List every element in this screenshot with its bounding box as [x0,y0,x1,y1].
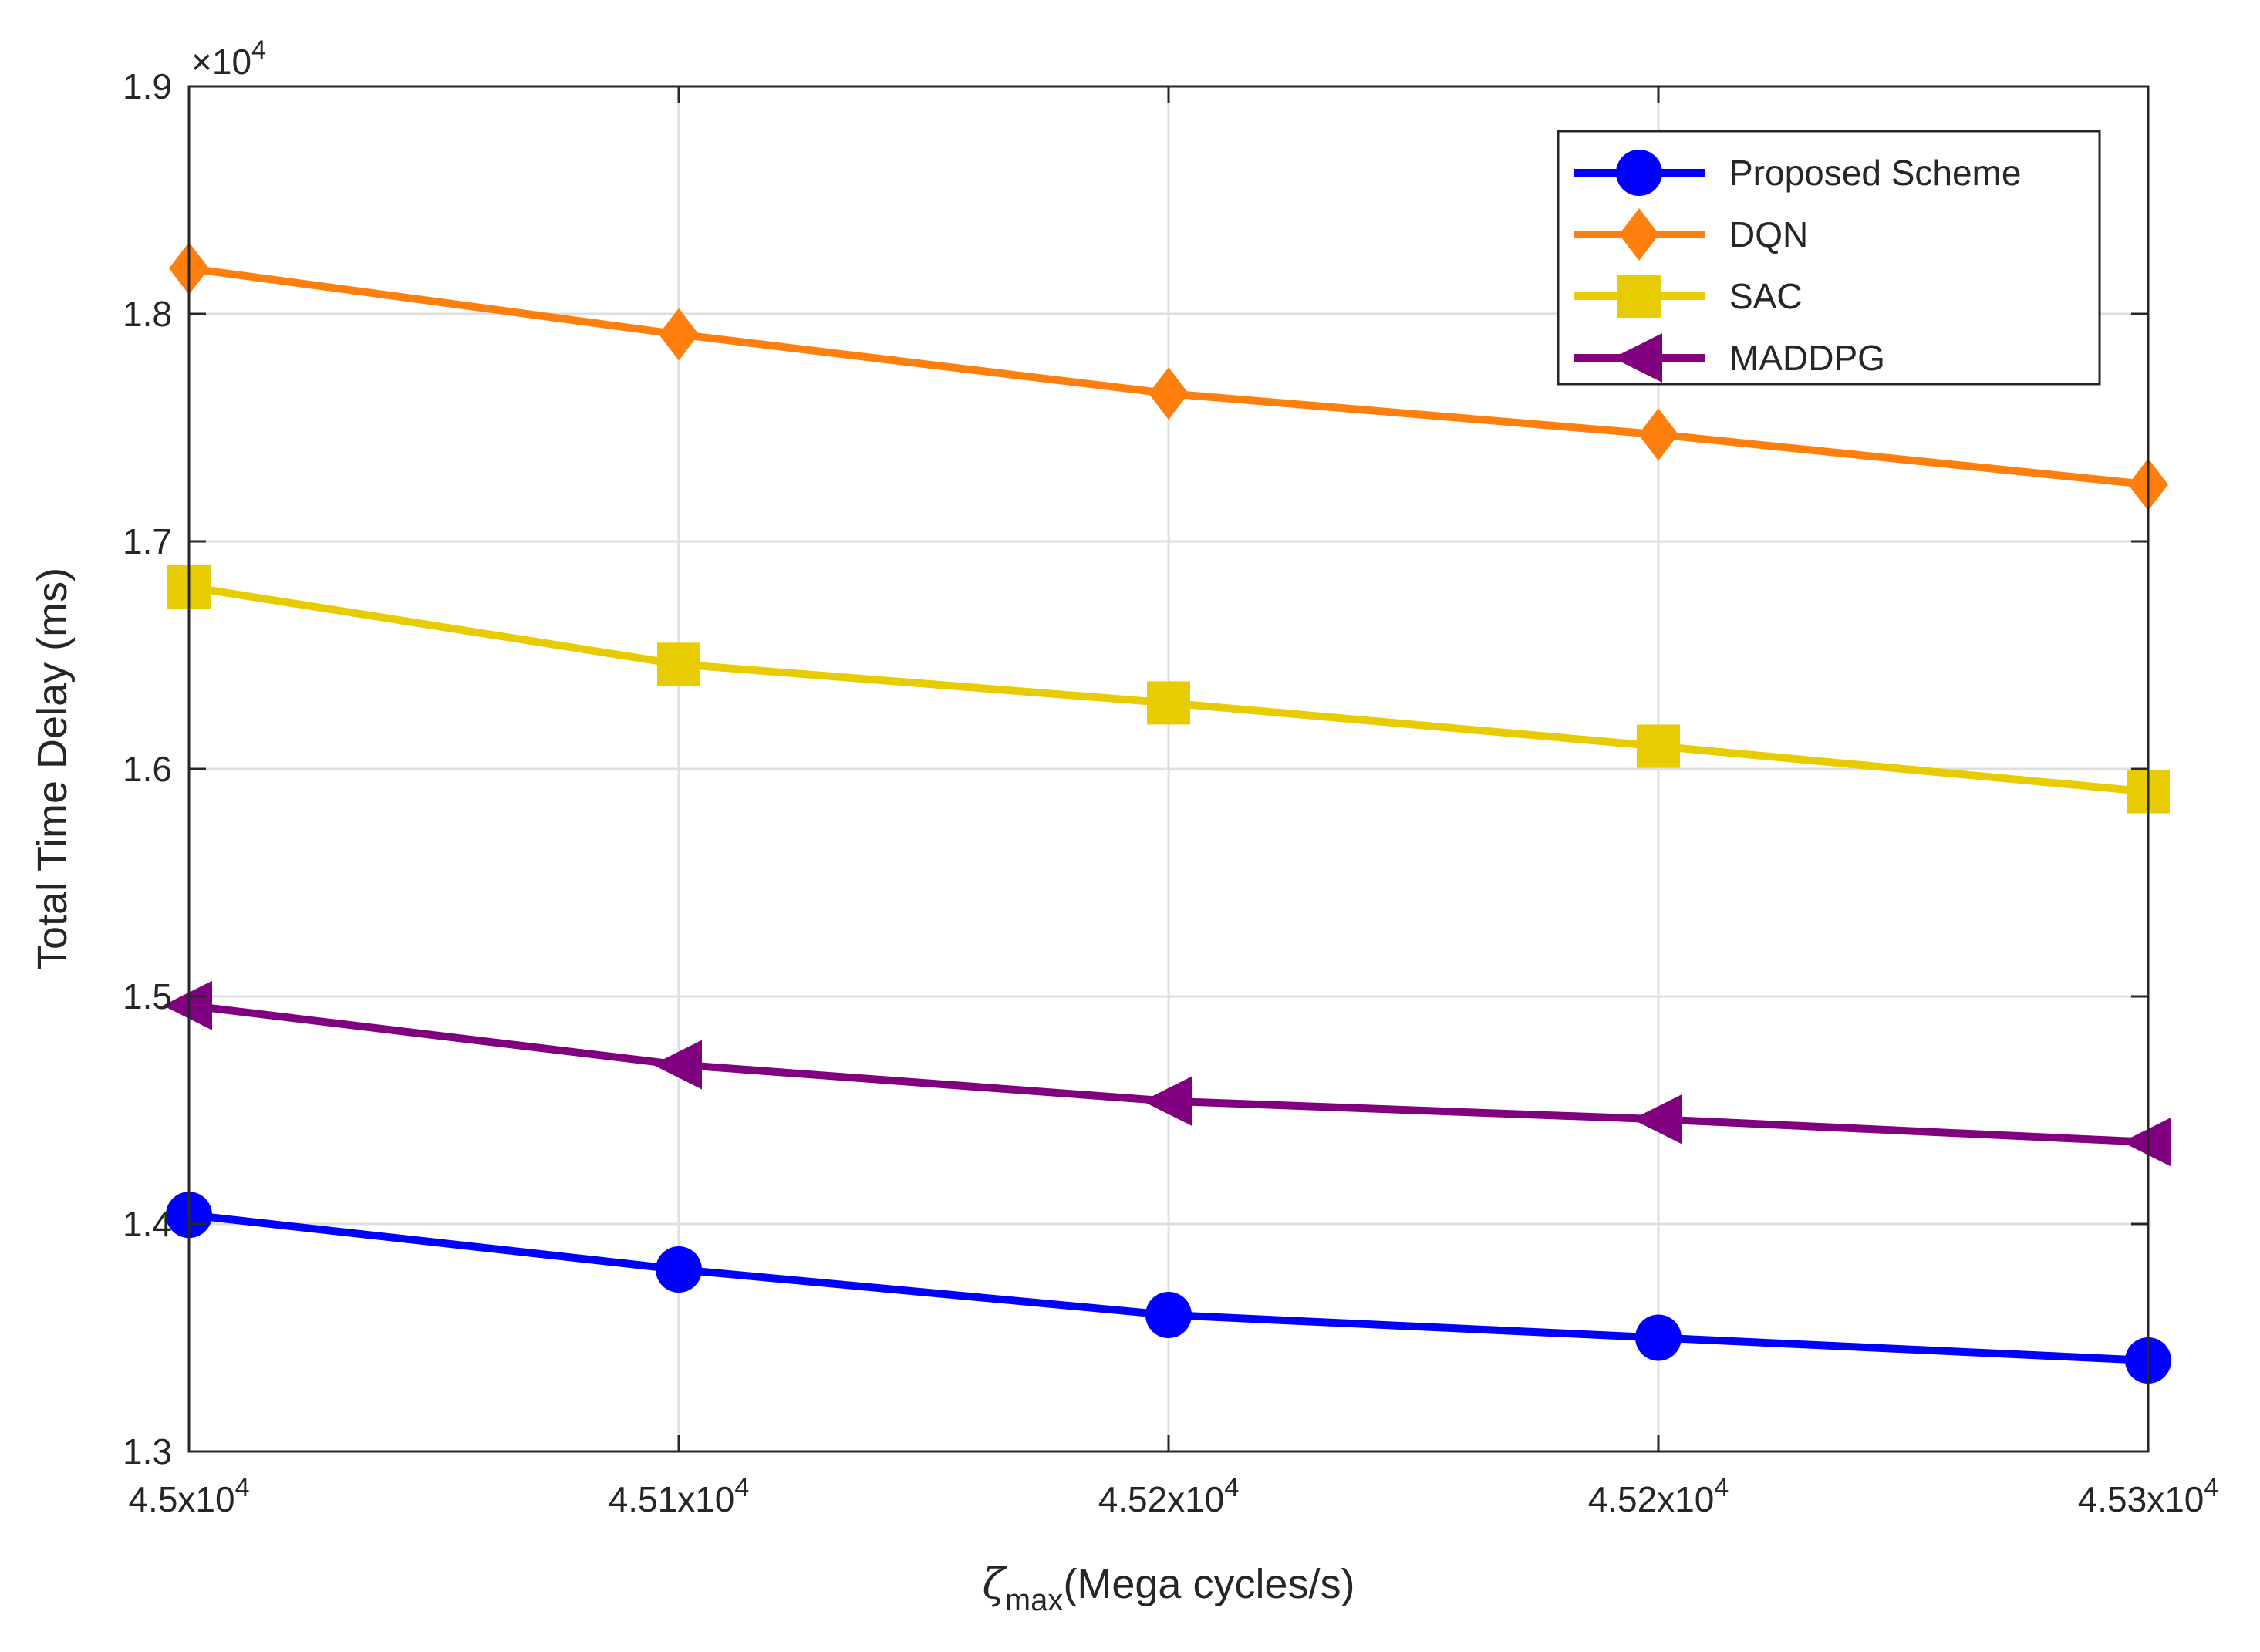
y-tick-label: 1.3 [123,1431,172,1472]
data-point-dqn [1149,367,1189,420]
x-tick-label: 4.51x104 [609,1473,750,1519]
y-tick-label: 1.7 [123,521,172,561]
legend-label-proposed-scheme: Proposed Scheme [1729,153,2021,193]
ticks: 1.3 1.4 1.5 1.6 1.7 1.8 1.9 4.5x104 4.51x104 4.52… [123,66,2218,1519]
data-point-dqn [659,308,699,361]
y-tick-label: 1.5 [123,976,172,1016]
y-exponent-label: ×104 [191,35,266,82]
data-point-maddpg [1632,1094,1682,1145]
x-tick-label: 4.53x104 [2078,1473,2219,1519]
legend-marker-dqn [1619,208,1659,261]
data-point-proposed-scheme [1635,1314,1682,1361]
x-axis-subscript: max [1005,1583,1064,1617]
legend-label-sac: SAC [1729,276,1803,316]
legend-label-maddpg: MADDPG [1729,338,1885,378]
x-tick-label: 4.52x104 [1098,1473,1240,1519]
legend-label-dqn: DQN [1729,214,1808,255]
data-point-sac [657,642,700,686]
x-axis-symbol: ζ [983,1559,1007,1608]
y-tick-label: 1.8 [123,294,172,334]
data-point-sac [1147,681,1190,725]
data-point-dqn [1638,408,1678,461]
data-point-maddpg [163,980,212,1030]
x-axis-text: (Mega cycles/s) [1063,1561,1354,1607]
y-axis-label: Total Time Delay (ms) [29,568,76,970]
x-axis-label: ζmax(Mega cycles/s) [983,1559,1355,1617]
legend-marker-sac [1617,275,1661,318]
x-tick-label: 4.5x104 [128,1473,249,1519]
legend: Proposed Scheme DQN SAC MADDPG [1557,130,2101,386]
x-tick-label: 4.52x104 [1588,1473,1729,1519]
y-tick-label: 1.4 [123,1204,172,1244]
data-point-maddpg [1142,1076,1192,1126]
data-point-sac [1637,724,1680,768]
y-exponent-power: 4 [251,35,266,65]
legend-marker-maddpg [1613,333,1662,383]
data-point-proposed-scheme [1145,1292,1192,1338]
y-tick-label: 1.9 [123,66,172,106]
data-point-maddpg [2122,1117,2171,1167]
legend-marker-proposed-scheme [1616,150,1662,196]
series-layer [163,242,2171,1384]
y-tick-label: 1.6 [123,749,172,789]
data-point-proposed-scheme [656,1246,702,1293]
data-point-maddpg [653,1040,702,1090]
